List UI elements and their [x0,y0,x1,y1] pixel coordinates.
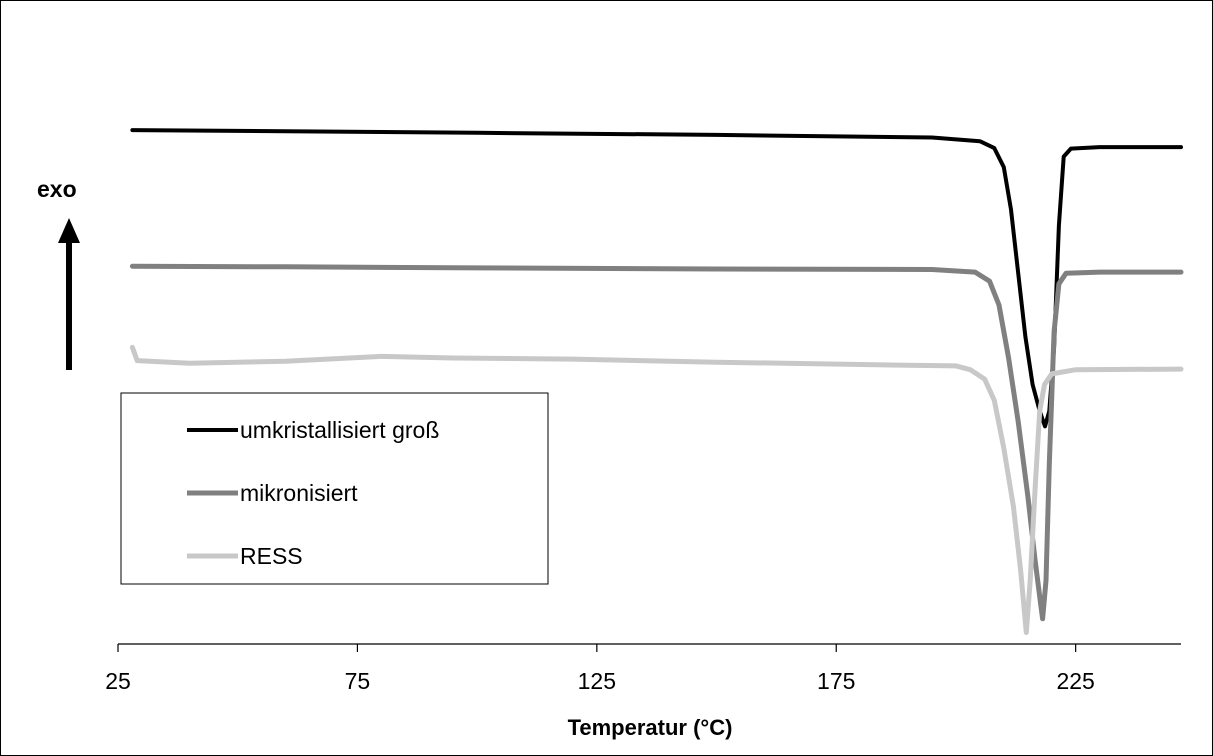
legend-label: umkristallisiert groß [240,417,439,443]
exo-arrow-head [58,218,80,243]
x-ticks: 25 75 125 175 225 [105,644,1095,694]
series-line-1 [130,128,1183,429]
x-tick-label: 175 [817,668,855,694]
x-tick-label: 225 [1056,668,1094,694]
series-line-2 [129,263,1184,622]
legend: umkristallisiert groß mikronisiert RESS [120,392,549,585]
x-tick-label: 75 [345,668,371,694]
x-tick-label: 125 [578,668,616,694]
series-layer [129,128,1184,635]
legend-label: mikronisiert [240,480,358,506]
exo-indicator: exo [37,176,80,370]
legend-box [120,392,549,585]
series-line-3 [129,344,1184,635]
exo-label: exo [37,176,77,202]
legend-label: RESS [240,543,303,569]
x-tick-label: 25 [105,668,131,694]
x-axis-title: Temperatur (°C) [568,715,733,740]
